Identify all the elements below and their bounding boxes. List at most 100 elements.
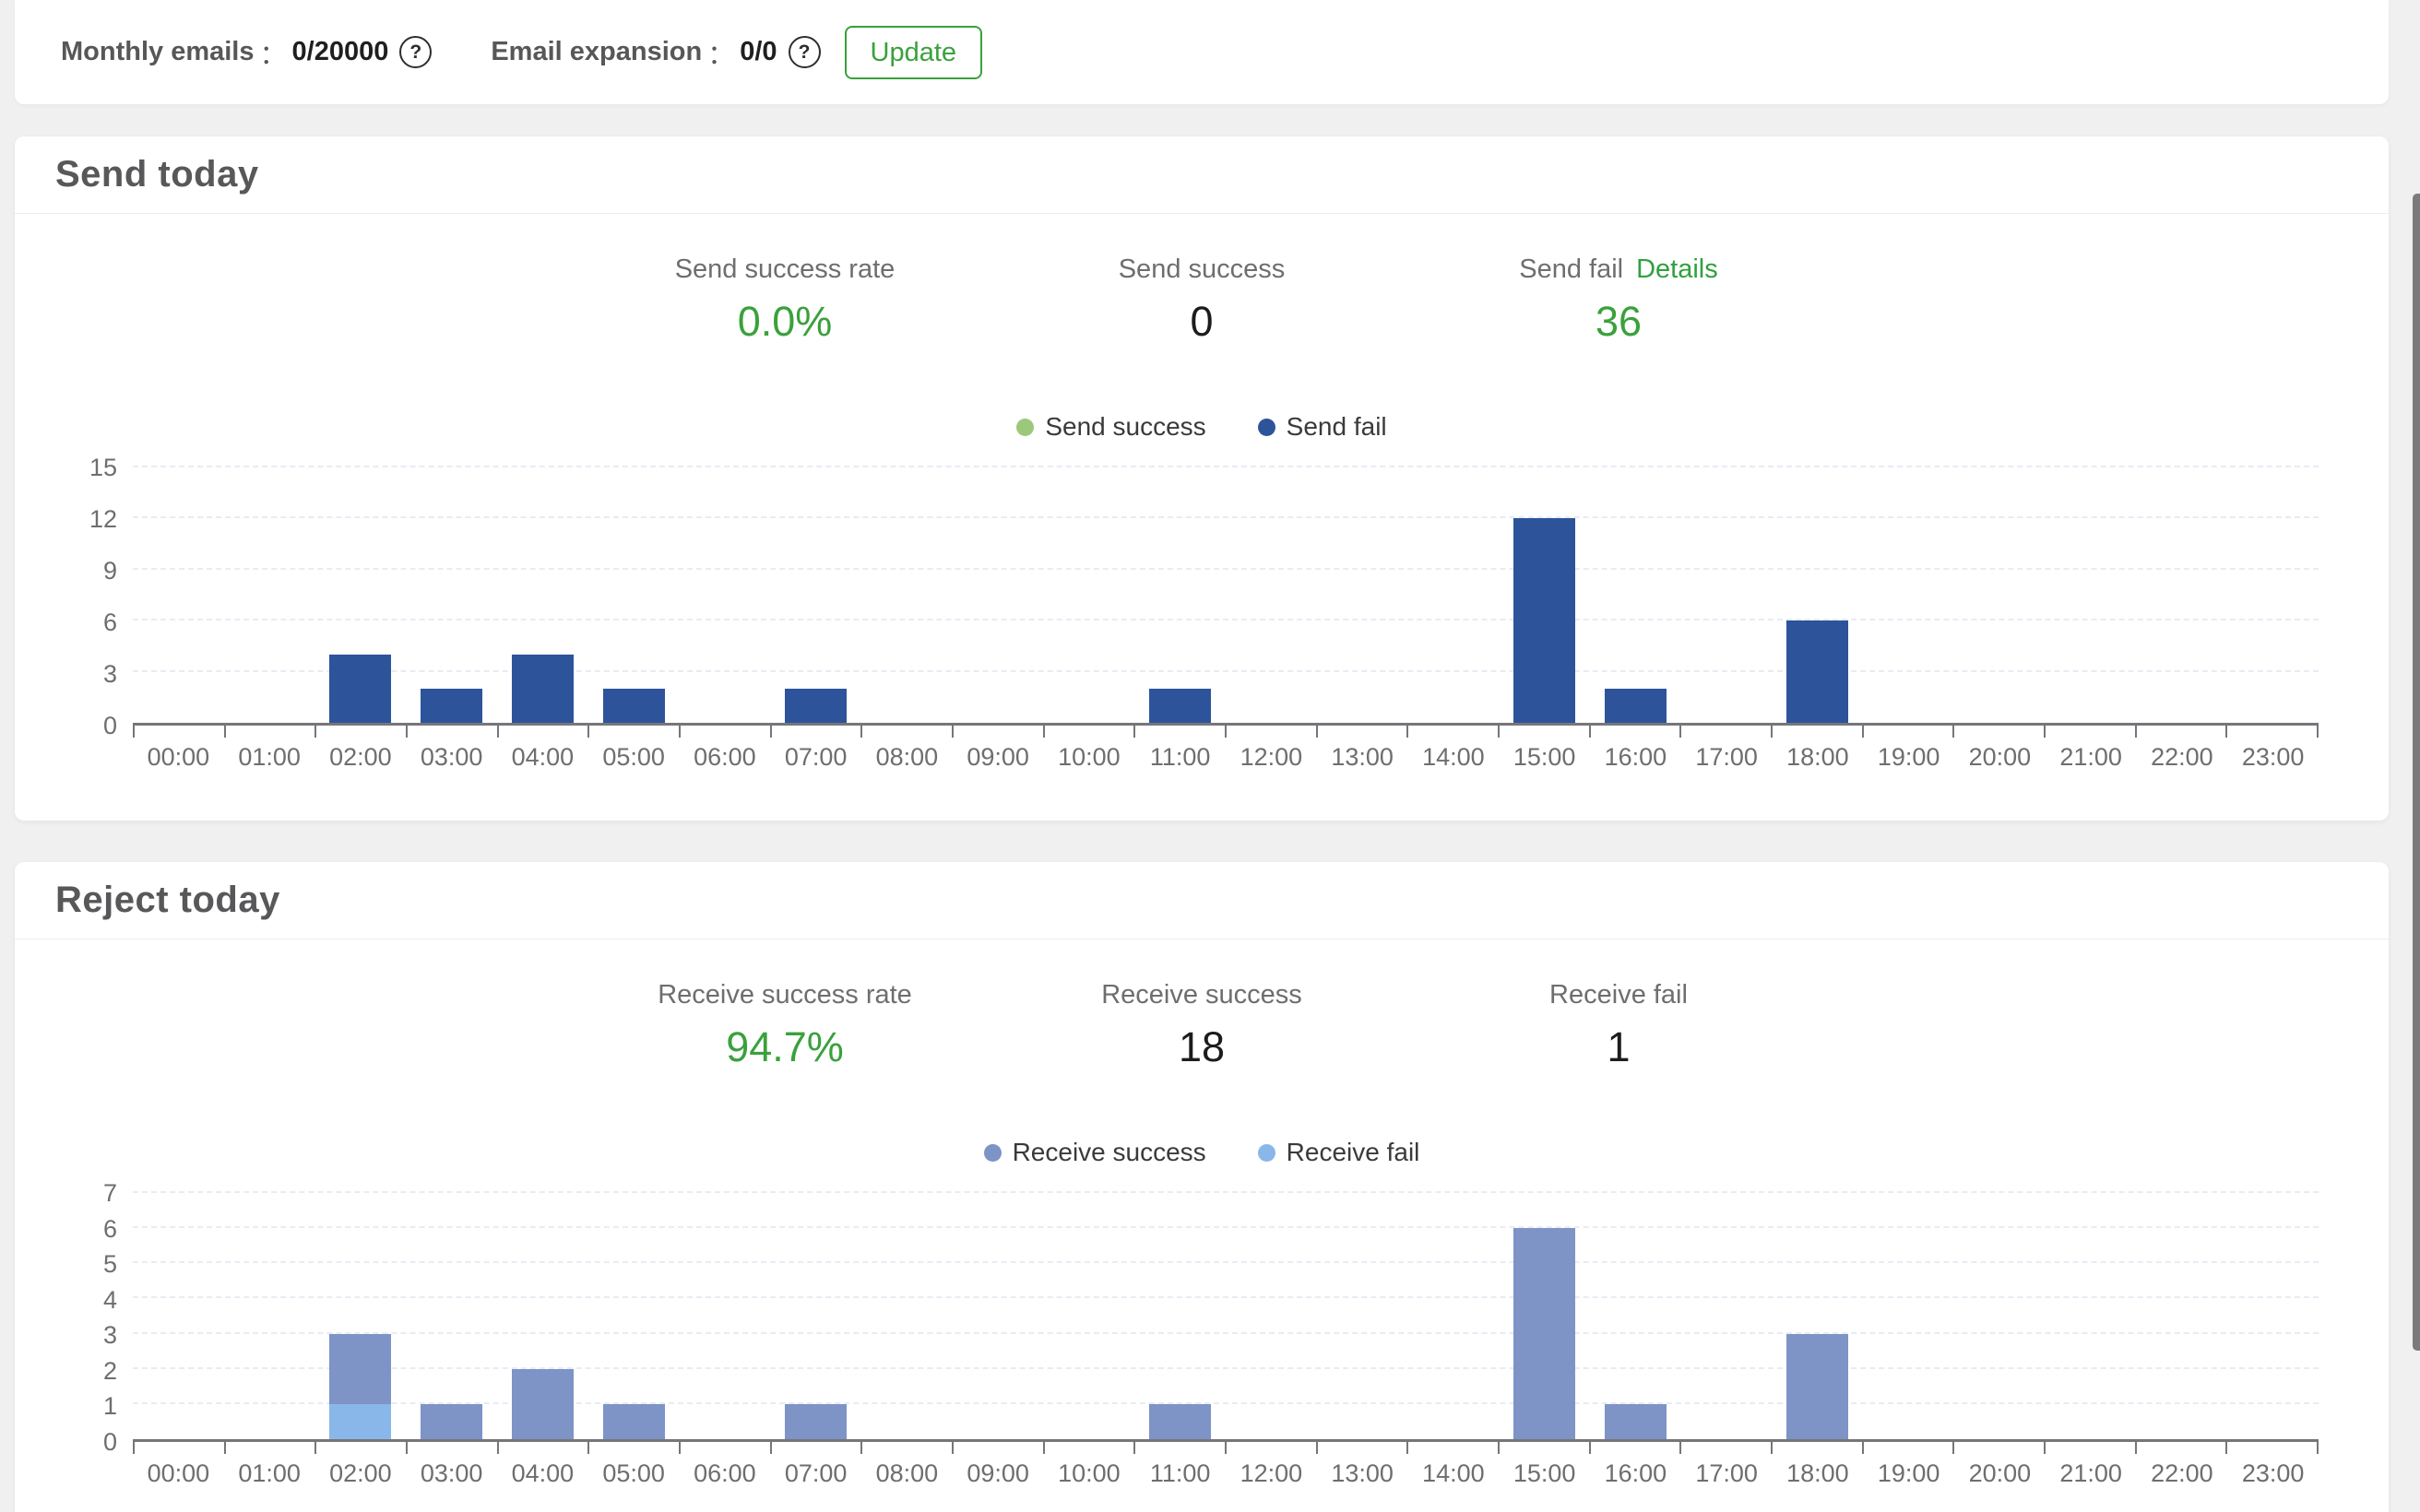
bar-slot	[1317, 1193, 1408, 1439]
x-tick-label: 21:00	[2059, 1459, 2122, 1487]
send-success-rate-stat: Send success rate 0.0%	[576, 254, 993, 346]
x-tick	[406, 726, 497, 738]
update-button[interactable]: Update	[844, 25, 983, 79]
stat-value: 1	[1607, 1023, 1631, 1070]
chart-legend: Receive success Receive fail	[15, 1138, 2389, 1167]
bar-slot	[1863, 467, 1954, 723]
x-tick-label: 06:00	[694, 743, 756, 771]
x-tick-label: 10:00	[1058, 743, 1121, 771]
x-tick	[314, 1442, 406, 1454]
legend-label: Receive success	[1012, 1138, 1206, 1166]
x-tick	[133, 1442, 224, 1454]
gridline	[133, 1191, 2319, 1193]
x-tick	[1225, 726, 1316, 738]
bar-slot	[2227, 467, 2319, 723]
x-tick-label: 16:00	[1604, 743, 1667, 771]
plot-area	[133, 1191, 2319, 1442]
y-tick-label: 5	[102, 1250, 117, 1279]
legend-label: Send fail	[1286, 412, 1387, 441]
y-tick-label: 7	[102, 1179, 117, 1207]
bar-segment	[1604, 1403, 1667, 1439]
x-tick-label: 22:00	[2151, 743, 2213, 771]
page-title: Reject today	[55, 880, 280, 920]
x-tick-label: 07:00	[784, 743, 848, 771]
receive-fail-stat: Receive fail 1	[1410, 980, 1827, 1071]
bar-slot	[1499, 1193, 1590, 1439]
y-tick-label: 0	[102, 712, 117, 739]
bar-slot	[1773, 467, 1864, 723]
x-tick-label: 15:00	[1512, 1459, 1576, 1487]
question-circle-icon[interactable]: ?	[788, 36, 821, 68]
x-axis-ticks	[133, 726, 2319, 738]
x-tick-label: 01:00	[238, 743, 301, 771]
bar-slot	[1954, 1193, 2046, 1439]
x-tick	[2225, 726, 2317, 738]
x-tick	[1679, 726, 1771, 738]
x-axis-labels: 00:00 01:00 02:00 03:00 04:00 05:00 06:00 07:00…	[133, 743, 2319, 772]
x-tick	[952, 726, 1043, 738]
legend-dot-icon	[1016, 418, 1035, 436]
x-tick-label: 22:00	[2151, 1459, 2213, 1487]
x-tick-label: 09:00	[967, 1459, 1029, 1487]
bar-slot	[1499, 467, 1590, 723]
x-tick-label: 05:00	[602, 1459, 665, 1487]
legend-item[interactable]: Receive success	[983, 1138, 1206, 1167]
x-tick	[1315, 1442, 1407, 1454]
legend-item[interactable]: Receive fail	[1257, 1138, 1419, 1167]
x-tick	[952, 1442, 1043, 1454]
bar-slot	[224, 1193, 315, 1439]
x-tick	[587, 1442, 679, 1454]
x-tick-label: 05:00	[602, 743, 665, 771]
bar-slot	[1590, 467, 1681, 723]
receive-success-stat: Receive success 18	[993, 980, 1410, 1071]
bar-slot	[1681, 467, 1773, 723]
bar-segment	[421, 689, 483, 723]
question-circle-icon[interactable]: ?	[399, 36, 433, 68]
bar-slot	[953, 467, 1044, 723]
x-tick	[2134, 726, 2226, 738]
gridline	[133, 516, 2319, 519]
x-tick-label: 18:00	[1786, 743, 1849, 771]
bar-slot	[588, 467, 680, 723]
x-tick-label: 20:00	[1968, 1459, 2032, 1487]
x-tick	[1679, 1442, 1771, 1454]
stat-label: Send success	[1118, 254, 1286, 284]
x-tick	[2044, 726, 2135, 738]
bar-slot	[133, 1193, 224, 1439]
x-tick	[1406, 1442, 1498, 1454]
bar-segment	[421, 1403, 483, 1439]
bar-slot	[2227, 1193, 2319, 1439]
x-tick-label: 02:00	[329, 1459, 392, 1487]
x-tick	[223, 726, 315, 738]
vertical-scrollbar[interactable]	[2413, 194, 2420, 1351]
bar-slot	[224, 467, 315, 723]
x-tick	[1498, 1442, 1589, 1454]
stat-value: 0	[1190, 298, 1214, 345]
x-tick-label: 19:00	[1877, 1459, 1940, 1487]
legend-item[interactable]: Send fail	[1257, 412, 1387, 442]
bar-slot	[1773, 1193, 1864, 1439]
bar-slot	[680, 467, 771, 723]
x-tick	[1042, 726, 1134, 738]
gridline	[133, 1261, 2319, 1264]
x-tick-label: 15:00	[1512, 743, 1576, 771]
bar-slot	[1226, 1193, 1317, 1439]
y-tick-label: 4	[102, 1285, 117, 1314]
y-axis: 0 3 6 9 12 15	[15, 455, 133, 738]
x-tick	[1498, 726, 1589, 738]
chart-legend: Send success Send fail	[15, 412, 2389, 442]
y-tick-label: 3	[102, 660, 117, 688]
x-tick-label: 13:00	[1331, 1459, 1394, 1487]
stat-label: Receive fail	[1549, 980, 1688, 1010]
legend-item[interactable]: Send success	[1016, 412, 1206, 442]
bar-slot	[1134, 1193, 1226, 1439]
details-link[interactable]: Details	[1636, 254, 1718, 284]
gridline	[133, 619, 2319, 621]
x-tick-label: 23:00	[2241, 743, 2305, 771]
bar-segment	[1786, 1333, 1849, 1439]
monthly-emails-quota: Monthly emails ： 0/20000 ?	[61, 33, 433, 72]
x-tick-label: 14:00	[1422, 1459, 1485, 1487]
card-header: Send today	[15, 136, 2389, 214]
reject-today-card: Reject today Receive success rate 94.7% …	[15, 862, 2389, 1512]
x-tick-label: 17:00	[1695, 1459, 1758, 1487]
